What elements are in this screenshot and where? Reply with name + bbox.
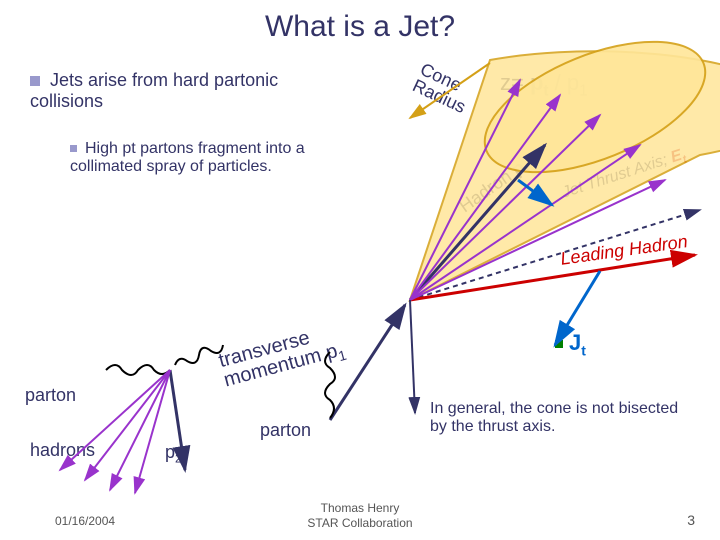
cone-radius-label: ConeRadius xyxy=(410,60,476,116)
leading-hadron-label: Leading Hadron xyxy=(559,231,689,270)
bullet-sub: High pt partons fragment into a collimat… xyxy=(70,140,340,176)
bullet-square-icon xyxy=(30,76,40,86)
footer-center: Thomas HenrySTAR Collaboration xyxy=(0,501,720,530)
bullet-square-icon xyxy=(555,340,563,348)
bullet-sub-text: High pt partons fragment into a collimat… xyxy=(70,140,305,175)
footer-page-number: 3 xyxy=(687,512,695,528)
parton-label-right: parton xyxy=(260,420,311,441)
transverse-momentum-label: transversemomentum p1 xyxy=(217,320,348,394)
hadrons-label: hadrons xyxy=(30,440,95,461)
general-note: In general, the cone is not bisected by … xyxy=(430,400,690,436)
jet-thrust-axis-label: Jet Thrust Axis; Et xyxy=(560,146,688,205)
bullet-square-icon xyxy=(70,145,77,152)
bullet-main-text: Jets arise from hard partonic collisions xyxy=(30,70,278,111)
parton-label-left: parton xyxy=(25,385,76,406)
bullet-main: Jets arise from hard partonic collisions xyxy=(30,70,310,112)
page-title: What is a Jet? xyxy=(0,0,720,44)
jt-label: Jt xyxy=(555,330,586,358)
left-parton-fragment xyxy=(60,345,223,493)
hadron-pt-label: Hadron pt xyxy=(455,154,533,219)
z-definition: z= pt / p1 xyxy=(500,70,588,100)
p2-label: p2 xyxy=(165,442,182,466)
